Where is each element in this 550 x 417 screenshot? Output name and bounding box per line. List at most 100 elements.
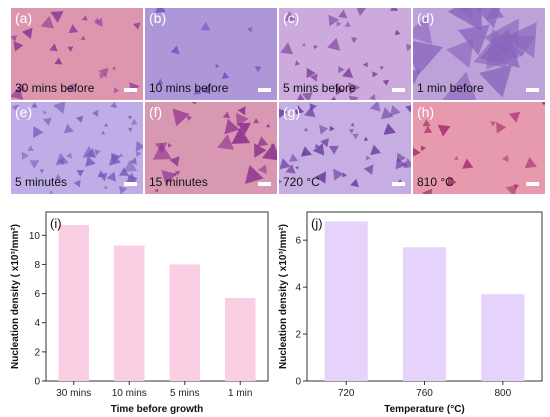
crystal-flake xyxy=(106,171,117,182)
y-tick-label: 2 xyxy=(34,347,40,358)
crystal-flake xyxy=(442,71,477,100)
crystal-flake xyxy=(383,123,396,135)
crystal-flake xyxy=(350,178,359,188)
crystal-flake xyxy=(76,115,84,123)
crystal-flake xyxy=(329,125,335,132)
crystal-flake xyxy=(413,16,433,45)
crystal-flake xyxy=(104,123,108,127)
crystal-flake xyxy=(80,35,86,41)
crystal-flake xyxy=(420,145,427,152)
crystal-flake xyxy=(508,111,521,123)
crystal-flake xyxy=(172,108,190,127)
crystal-flake xyxy=(253,118,260,124)
x-tick-label: 1 min xyxy=(228,388,252,399)
crystal-flake xyxy=(327,37,341,51)
crystal-flake xyxy=(372,71,378,78)
crystal-flake xyxy=(320,138,329,148)
crystal-flake xyxy=(129,157,137,165)
crystal-flake xyxy=(328,145,339,155)
y-tick-label: 2 xyxy=(295,330,301,341)
crystal-flake xyxy=(169,156,180,167)
crystal-flake xyxy=(68,24,79,33)
crystal-flake xyxy=(338,9,348,19)
crystal-flake xyxy=(351,37,358,44)
crystal-flake xyxy=(422,119,431,127)
chart-panel-label: (j) xyxy=(311,216,323,231)
crystal-flake xyxy=(382,79,390,86)
crystal-flake xyxy=(344,21,351,27)
chart-panel-label: (i) xyxy=(50,216,62,231)
crystal-flake xyxy=(342,67,354,79)
crystal-flake xyxy=(524,157,537,169)
crystal-flake xyxy=(215,63,220,69)
crystal-flake xyxy=(191,102,196,105)
crystal-flake xyxy=(331,96,336,100)
y-tick-label: 0 xyxy=(295,377,301,388)
crystal-flake xyxy=(313,45,318,50)
crystal-flake xyxy=(333,168,344,181)
crystal-flake xyxy=(92,109,99,117)
crystal-flake xyxy=(284,11,296,21)
crystal-flake xyxy=(29,160,40,169)
crystal-flake xyxy=(447,8,482,31)
crystal-flake xyxy=(348,95,359,100)
crystal-flake xyxy=(201,84,211,95)
crystal-flake xyxy=(67,46,74,52)
nucleation-vs-time-chart: 30 mins 10 mins 5 mins 1 min 0 2 4 6 8 10 (i) Time … xyxy=(10,211,269,415)
crystal-flake xyxy=(245,165,264,184)
crystal-flake xyxy=(336,21,342,27)
nucleation-vs-temperature-chart: 720 760 800 0 2 4 6 (j) Temperature (°C) Nucleati… xyxy=(278,211,543,415)
bar xyxy=(324,221,368,381)
panel-label-c: (c) xyxy=(283,10,300,26)
crystal-flake xyxy=(413,41,444,76)
bar xyxy=(113,245,145,381)
crystal-flake xyxy=(65,83,75,93)
panel-label-d: (d) xyxy=(417,10,435,26)
crystal-flake xyxy=(315,171,327,184)
crystal-flake xyxy=(110,102,118,108)
crystal-flake xyxy=(98,67,109,78)
crystal-flake xyxy=(395,157,407,170)
x-tick-label: 10 mins xyxy=(112,388,147,399)
crystal-flake xyxy=(295,166,299,170)
crystal-flake xyxy=(365,155,371,161)
crystal-flake xyxy=(413,69,421,85)
crystal-flake xyxy=(266,123,271,128)
micrograph-panel-a: (a) 30 mins before xyxy=(11,8,143,100)
crystal-flake xyxy=(98,172,108,182)
micrograph-image-h xyxy=(413,102,545,194)
scale-bar-e xyxy=(124,182,137,186)
crystal-flake xyxy=(186,116,192,121)
crystal-flake xyxy=(85,156,96,167)
crystal-flake xyxy=(132,22,141,30)
crystal-flake xyxy=(131,118,138,125)
chart-i-container: 30 mins 10 mins 5 mins 1 min 0 2 4 6 8 10 (i) Time … xyxy=(0,203,275,417)
crystal-flake xyxy=(271,143,275,148)
y-tick-label: 4 xyxy=(295,283,301,294)
crystal-flake xyxy=(57,158,64,166)
crystal-flake xyxy=(237,122,251,135)
micrograph-panel-e: (e) 5 minutes xyxy=(11,102,143,194)
crystal-flake xyxy=(348,128,354,134)
y-axis-label: Nucleation density ( x10³/mm²) xyxy=(10,224,21,369)
crystal-flake xyxy=(257,136,268,147)
crystal-flake xyxy=(157,78,164,84)
y-axis-label: Nucleation density ( x10³/mm²) xyxy=(278,224,289,369)
crystal-flake xyxy=(222,111,231,119)
crystal-flake xyxy=(310,73,318,82)
crystal-flake xyxy=(54,57,63,65)
crystal-flake xyxy=(437,124,451,137)
crystal-flake xyxy=(348,82,361,95)
crystal-flake xyxy=(43,117,52,126)
crystal-flake xyxy=(54,174,62,181)
crystal-flake xyxy=(350,122,354,127)
y-tick-label: 6 xyxy=(295,236,301,247)
panel-caption-g: 720 °C xyxy=(283,175,320,189)
crystal-flake xyxy=(152,142,172,160)
scale-bar-b xyxy=(258,88,271,92)
y-tick-label: 4 xyxy=(34,318,40,329)
crystal-flake xyxy=(94,17,100,23)
crystal-flake xyxy=(118,185,128,194)
crystal-flake xyxy=(379,66,384,70)
crystal-flake xyxy=(135,150,142,158)
